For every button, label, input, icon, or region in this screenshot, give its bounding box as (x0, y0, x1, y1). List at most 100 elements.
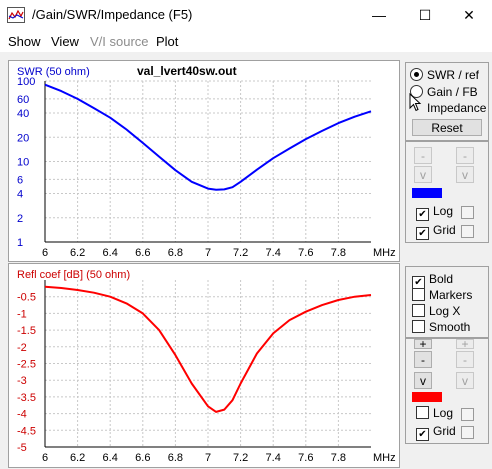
x-tick-label: 6 (42, 452, 48, 464)
x-tick-label: 7.4 (266, 247, 281, 259)
y-tick-label: 40 (17, 108, 29, 120)
bottom-log-checkbox[interactable]: Log (416, 406, 453, 420)
bottom-log-box (416, 406, 429, 419)
y-axis-label: SWR (50 ohm) (17, 66, 90, 78)
smooth-box (412, 320, 425, 333)
x-tick-label: 6.4 (103, 452, 118, 464)
refl-chart-pane: -0.5 -1 -1.5 -2 -2.5 -3 -3.5 -4 -4.5 -5 6 6.2 6.4 6.6… (8, 263, 400, 468)
top-color-swatch[interactable] (412, 188, 442, 198)
bottom-grid-label: Grid (433, 424, 456, 438)
markers-checkbox[interactable]: Markers (412, 288, 472, 302)
series-line (44, 83, 372, 191)
swr-chart-pane: 1 2 4 6 10 20 40 60 100 6 6.2 6.4 6.6 6.8 7 7.2 7.4 7.6 7.… (8, 60, 400, 262)
y-tick-label: -4.5 (17, 425, 36, 437)
y-tick-label: 4 (17, 189, 23, 201)
y-tick-label: 60 (17, 94, 29, 106)
title-bar: /Gain/SWR/Impedance (F5) — ☐ ✕ (0, 0, 492, 30)
top-grid-checkbox[interactable]: ✔ Grid (416, 223, 456, 240)
top-scale-up-right-button[interactable]: - (456, 147, 474, 164)
bottom-log-label: Log (433, 406, 454, 420)
close-icon: ✕ (463, 7, 475, 23)
top-log-right-checkbox[interactable] (461, 206, 474, 219)
x-tick-label: 7.2 (233, 452, 248, 464)
bottom-scale-mid-right-button[interactable]: - (456, 351, 474, 368)
maximize-button[interactable]: ☐ (402, 0, 448, 30)
series-line (44, 285, 372, 413)
y-tick-label: 10 (17, 157, 29, 169)
radio-gain[interactable]: Gain / FB (410, 85, 478, 99)
x-tick-label: 7.2 (233, 247, 248, 259)
top-log-checkbox[interactable]: ✔ Log (416, 204, 453, 221)
markers-label: Markers (429, 288, 473, 302)
y-tick-label: 6 (17, 174, 23, 186)
top-scale-up-left-button[interactable]: - (414, 147, 432, 164)
x-tick-label: 6.6 (135, 452, 150, 464)
radio-swr-label: SWR / ref (427, 68, 480, 82)
bottom-scale-group: + + - - v v Log ✔ Grid (405, 338, 489, 444)
reset-button[interactable]: Reset (412, 119, 482, 136)
x-tick-label: 6.4 (103, 247, 118, 259)
x-tick-label: 7.6 (298, 247, 313, 259)
top-scale-down-left-button[interactable]: v (414, 166, 432, 183)
y-tick-label: -2.5 (17, 359, 36, 371)
top-scale-group: - - v v ✔ Log ✔ Grid (405, 141, 489, 243)
plot-mode-group: SWR / ref Gain / FB Impedance Reset (405, 62, 489, 141)
logx-checkbox[interactable]: Log X (412, 304, 460, 318)
smooth-label: Smooth (429, 320, 471, 334)
minimize-button[interactable]: — (356, 0, 402, 30)
menu-show[interactable]: Show (8, 34, 41, 49)
display-options-group: ✔ Bold Markers Log X Smooth (405, 266, 489, 338)
bottom-scale-plus-left-button[interactable]: + (414, 338, 432, 350)
bold-checkbox[interactable]: ✔ Bold (412, 272, 453, 289)
top-grid-right-checkbox[interactable] (461, 225, 474, 238)
top-grid-label: Grid (433, 223, 456, 237)
y-tick-label: 20 (17, 132, 29, 144)
x-unit-label: MHz (373, 452, 396, 464)
x-tick-label: 6.6 (135, 247, 150, 259)
y-axis-label: Refl coef [dB] (50 ohm) (17, 269, 130, 281)
x-unit-label: MHz (373, 247, 396, 259)
markers-box (412, 288, 425, 301)
x-tick-label: 7.8 (331, 452, 346, 464)
radio-swr[interactable]: SWR / ref (410, 68, 479, 82)
bottom-scale-plus-right-button[interactable]: + (456, 338, 474, 350)
bottom-grid-checkbox[interactable]: ✔ Grid (416, 424, 456, 441)
x-tick-label: 7 (205, 452, 211, 464)
radio-impedance-label: Impedance (427, 101, 487, 115)
x-tick-label: 6 (42, 247, 48, 259)
x-tick-label: 6.2 (70, 452, 85, 464)
bold-label: Bold (429, 272, 454, 286)
window-title: /Gain/SWR/Impedance (F5) (32, 7, 193, 22)
refl-chart: -0.5 -1 -1.5 -2 -2.5 -3 -3.5 -4 -4.5 -5 6 6.2 6.4 6.6… (17, 269, 396, 464)
radio-impedance[interactable]: Impedance (410, 101, 486, 115)
top-log-box: ✔ (416, 208, 429, 221)
bottom-scale-down-left-button[interactable]: v (414, 372, 432, 389)
y-tick-label: -4 (17, 409, 27, 421)
bottom-scale-mid-left-button[interactable]: - (414, 351, 432, 368)
y-tick-label: -1 (17, 308, 27, 320)
menu-vi-source[interactable]: V/I source (90, 34, 149, 49)
menu-view[interactable]: View (51, 34, 79, 49)
top-scale-down-right-button[interactable]: v (456, 166, 474, 183)
bottom-grid-right-checkbox[interactable] (461, 426, 474, 439)
bottom-scale-down-right-button[interactable]: v (456, 372, 474, 389)
logx-label: Log X (429, 304, 461, 318)
radio-swr-dot (410, 68, 423, 81)
y-tick-label: -0.5 (17, 292, 36, 304)
x-tick-label: 6.8 (168, 452, 183, 464)
radio-gain-label: Gain / FB (427, 85, 478, 99)
bottom-color-swatch[interactable] (412, 392, 442, 402)
y-tick-label: -2 (17, 342, 27, 354)
radio-gain-dot (410, 85, 423, 98)
minimize-icon: — (372, 7, 386, 23)
y-tick-label: -1.5 (17, 325, 36, 337)
y-tick-label: -3 (17, 375, 27, 387)
menu-plot[interactable]: Plot (156, 34, 179, 49)
bottom-log-right-checkbox[interactable] (461, 408, 474, 421)
app-icon (7, 7, 25, 23)
smooth-checkbox[interactable]: Smooth (412, 320, 470, 334)
close-button[interactable]: ✕ (446, 0, 492, 30)
y-tick-label: 1 (17, 237, 23, 249)
top-grid-box: ✔ (416, 227, 429, 240)
top-log-label: Log (433, 204, 454, 218)
